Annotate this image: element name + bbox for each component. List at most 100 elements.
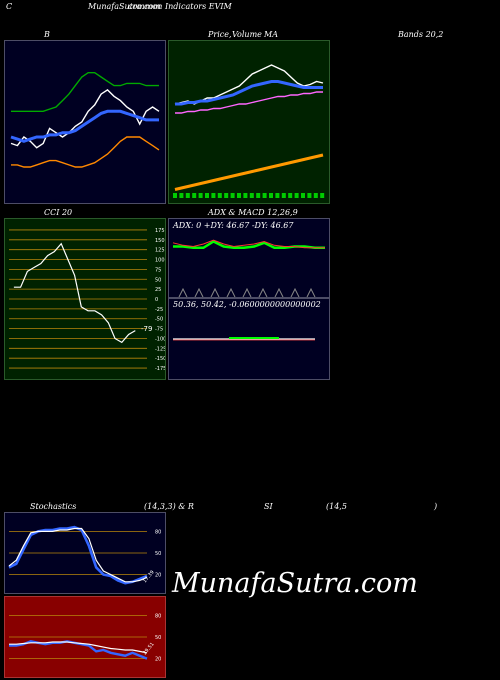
cci-chart: 175 150 125 100 75 50 25 0 -25 -50 -75 -100 -125 -150… (9, 228, 165, 372)
bollinger-series-2 (11, 72, 159, 113)
macd-chart (173, 337, 315, 341)
adx-gray-mark (242, 287, 252, 297)
bollinger-label: B (44, 30, 50, 39)
header-site: MunafaSutra.com (88, 2, 161, 11)
volume-bar (173, 193, 177, 198)
adx-series-1 (172, 239, 325, 249)
rsi-last-label: 29.51 (142, 641, 156, 656)
volume-bar (301, 193, 305, 198)
price-series-2 (175, 91, 323, 114)
adx-chart (172, 239, 325, 297)
cci-tick-label: 50 (155, 277, 161, 283)
volume-bar (217, 193, 222, 198)
rsi-panel: 80 50 20 29.51 (4, 596, 166, 678)
stoch-series-1 (8, 527, 148, 583)
cci-tick-label: 100 (155, 258, 165, 264)
price-series-1 (175, 80, 323, 106)
cci-tick-label: -150 (155, 356, 165, 362)
bollinger-panel (4, 40, 166, 204)
cci-tick-label: 0 (155, 297, 158, 303)
rsi-tick-label: 20 (155, 657, 161, 663)
bollinger-series-3 (11, 136, 160, 168)
bands-label: Bands 20,2 (398, 30, 444, 39)
adx-gray-mark (258, 287, 268, 297)
price-chart (173, 64, 325, 198)
header-title: common Indicators EVIM (128, 2, 232, 11)
volume-bar (249, 193, 254, 198)
adx-gray-mark (290, 287, 300, 297)
stoch-tick-label: 20 (155, 573, 161, 579)
cci-tick-label: 175 (155, 228, 165, 234)
rsi-tick-label: 80 (155, 613, 161, 619)
rsi-close: ) (434, 502, 438, 511)
stoch-tick-label: 80 (155, 529, 161, 535)
cci-tick-label: 25 (155, 287, 161, 293)
stoch-label: Stochastics (30, 502, 77, 511)
volume-bar (262, 193, 267, 198)
rsi-series-1 (9, 641, 148, 654)
volume-bar (275, 193, 280, 198)
cci-tick-label: -25 (155, 307, 163, 313)
volume-bar (313, 193, 318, 198)
header-left: C (6, 2, 13, 11)
cci-tick-label: -50 (155, 317, 163, 323)
adx-macd-label: ADX & MACD 12,26,9 (208, 208, 298, 217)
volume-bar (237, 193, 241, 198)
rsi-label: SI (264, 502, 273, 511)
volume-bar (179, 193, 184, 198)
adx-gray-mark (210, 287, 220, 297)
volume-label: Volume (232, 30, 262, 39)
cci-tick-label: -125 (155, 346, 165, 352)
rsi-params: (14,5 (326, 502, 347, 511)
volume-bar (243, 193, 248, 198)
adx-panel: ADX: 0 +DY: 46.67 -DY: 46.67 (168, 218, 330, 298)
adx-gray-mark (178, 287, 188, 297)
watermark: MunafaSutra.com (172, 568, 418, 599)
adx-gray-mark (306, 287, 316, 297)
price-series-3 (174, 153, 324, 191)
volume-bar (269, 193, 273, 198)
volume-bar (211, 193, 216, 198)
macd-panel: 50.36, 50.42, -0.0600000000000002 (168, 298, 330, 380)
bollinger-series-1 (10, 109, 159, 143)
volume-bar (192, 193, 197, 198)
macd-values: 50.36, 50.42, -0.0600000000000002 (173, 300, 321, 309)
volume-bar (256, 193, 261, 198)
adx-gray-mark (226, 287, 236, 297)
price-label: Price, (208, 30, 232, 39)
cci-line (13, 242, 136, 344)
volume-bar (230, 193, 235, 198)
cci-label: CCI 20 (44, 208, 73, 217)
cci-tick-label: 150 (155, 238, 165, 244)
volume-bar (281, 193, 286, 198)
rsi-tick-label: 50 (155, 635, 161, 641)
volume-bar (205, 193, 209, 198)
bollinger-series-0 (10, 89, 160, 149)
adx-gray-mark (194, 287, 204, 297)
volume-bar (320, 193, 325, 198)
adx-series-0 (173, 240, 325, 250)
stoch-params: (14,3,3) & R (144, 502, 194, 511)
price-panel (168, 40, 330, 204)
cci-tick-label: -75 (155, 327, 163, 333)
adx-gray-mark (274, 287, 284, 297)
stoch-last-label: 17.39 (142, 569, 156, 584)
volume-bar (307, 193, 312, 198)
price-series-0 (174, 64, 324, 105)
ma-label: MA (264, 30, 278, 39)
volume-bar (288, 193, 293, 198)
cci-tick-label: 125 (155, 248, 165, 254)
volume-bar (224, 193, 229, 198)
stochastics-panel: 80 50 20 17.39 (4, 512, 166, 594)
stoch-tick-label: 50 (155, 551, 161, 557)
cci-panel: 175 150 125 100 75 50 25 0 -25 -50 -75 -100 -125 -150… (4, 218, 166, 380)
volume-bar (198, 193, 203, 198)
volume-bar (185, 193, 190, 198)
cci-tick-label: 75 (155, 267, 161, 273)
cci-tick-label: -100 (155, 336, 165, 342)
adx-values: ADX: 0 +DY: 46.67 -DY: 46.67 (173, 221, 294, 230)
bollinger-chart (10, 72, 160, 168)
cci-last-label: -79 (141, 325, 152, 333)
